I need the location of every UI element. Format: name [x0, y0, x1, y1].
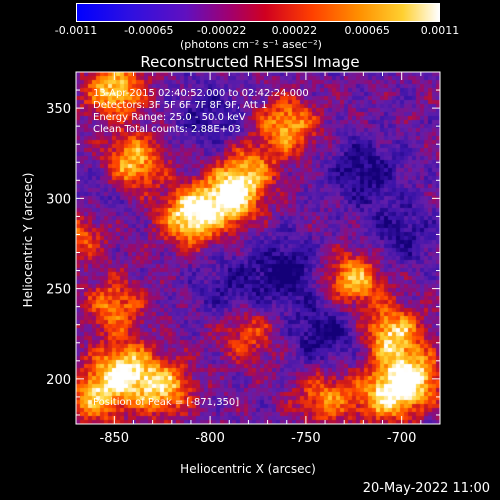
colorbar	[76, 3, 440, 22]
colorbar-tick-label: 0.00065	[344, 24, 390, 37]
x-axis-label: Heliocentric X (arcsec)	[180, 462, 316, 476]
annotation-clean-counts: Clean Total counts: 2.88E+03	[93, 124, 241, 135]
colorbar-tick-label: 0.00022	[271, 24, 318, 37]
annotation-detectors: Detectors: 3F 5F 6F 7F 8F 9F, Att 1	[93, 100, 268, 111]
chart-title: Reconstructed RHESSI Image	[140, 53, 360, 71]
y-tick-label: 250	[46, 283, 71, 298]
x-tick-label: -800	[195, 431, 225, 446]
colorbar-tick-label: -0.00065	[124, 24, 174, 37]
y-axis-label: Heliocentric Y (arcsec)	[21, 172, 35, 308]
plot-frame	[75, 71, 441, 425]
colorbar-tick-label: -0.0011	[54, 24, 98, 37]
timestamp-footer: 20-May-2022 11:00	[362, 481, 490, 496]
y-tick-label: 350	[46, 102, 71, 117]
x-tick-label: -700	[387, 431, 417, 446]
colorbar-tick-label: -0.00022	[196, 24, 247, 37]
colorbar-unit-label: (photons cm⁻² s⁻¹ asec⁻²)	[180, 38, 322, 51]
annotation-energy-range: Energy Range: 25.0 - 50.0 keV	[93, 112, 246, 123]
x-tick-label: -750	[291, 431, 321, 446]
heatmap-image	[76, 72, 440, 424]
y-tick-label: 200	[46, 373, 71, 388]
annotation-time-range: 13-Apr-2015 02:40:52.000 to 02:42:24.000	[93, 88, 309, 99]
x-tick-label: -850	[100, 431, 130, 446]
annotation-peak-position: Position of Peak = [-871,350]	[93, 397, 240, 408]
y-tick-label: 300	[46, 192, 71, 207]
colorbar-tick-label: 0.0011	[420, 24, 460, 37]
